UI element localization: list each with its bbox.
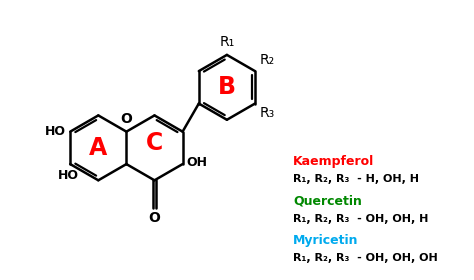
Text: HO: HO: [58, 169, 79, 182]
Text: C: C: [146, 131, 163, 155]
Text: Kaempferol: Kaempferol: [293, 155, 374, 168]
Text: O: O: [148, 211, 160, 225]
Text: OH: OH: [186, 156, 208, 169]
Text: A: A: [89, 136, 108, 160]
Text: Quercetin: Quercetin: [293, 194, 362, 207]
Text: R₁, R₂, R₃  - OH, OH, OH: R₁, R₂, R₃ - OH, OH, OH: [293, 253, 438, 263]
Text: R₁, R₂, R₃  - OH, OH, H: R₁, R₂, R₃ - OH, OH, H: [293, 214, 428, 224]
Text: R₃: R₃: [260, 106, 275, 120]
Text: O: O: [120, 112, 132, 126]
Text: Myricetin: Myricetin: [293, 234, 358, 247]
Text: R₁: R₁: [219, 35, 235, 49]
Text: R₂: R₂: [260, 53, 275, 67]
Text: HO: HO: [46, 125, 66, 138]
Text: B: B: [218, 75, 236, 99]
Text: R₁, R₂, R₃  - H, OH, H: R₁, R₂, R₃ - H, OH, H: [293, 174, 419, 184]
